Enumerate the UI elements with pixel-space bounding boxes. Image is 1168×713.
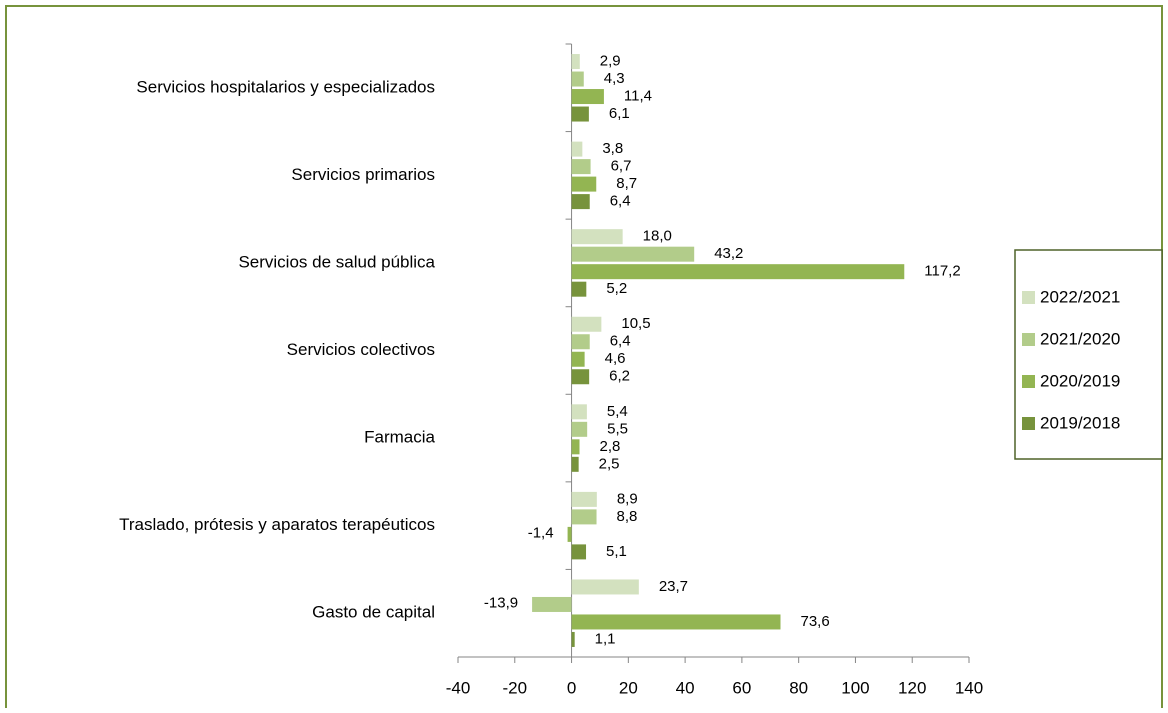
bar	[571, 106, 589, 122]
x-tick-label: -40	[446, 678, 471, 697]
category-label: Servicios colectivos	[287, 340, 435, 359]
x-tick-label: 80	[789, 678, 808, 697]
data-label: 4,6	[605, 350, 626, 367]
bar	[571, 71, 584, 87]
legend-label: 2019/2018	[1040, 413, 1120, 432]
data-label: -13,9	[484, 594, 518, 611]
category-label: Servicios primarios	[291, 165, 435, 184]
bar	[571, 544, 587, 560]
bar	[571, 316, 602, 332]
data-label: 6,4	[610, 193, 631, 210]
data-label: 1,1	[595, 630, 616, 647]
data-label: 5,5	[607, 420, 628, 437]
bar	[567, 526, 572, 542]
bar	[571, 159, 591, 175]
bar	[571, 54, 580, 70]
bar	[571, 281, 587, 297]
data-label: 11,4	[624, 88, 652, 105]
data-label: 2,9	[600, 53, 621, 70]
bar	[571, 579, 639, 595]
data-label: 8,9	[617, 490, 638, 507]
legend-swatch	[1022, 375, 1035, 388]
bar	[571, 194, 590, 210]
data-label: 23,7	[659, 578, 688, 595]
data-label: 2,8	[600, 438, 621, 455]
data-label: 73,6	[800, 613, 829, 630]
data-label: 5,1	[606, 543, 627, 560]
data-label: 5,4	[607, 403, 628, 420]
bar	[571, 439, 580, 455]
bar	[571, 421, 588, 437]
x-tick-label: 60	[732, 678, 751, 697]
legend-box	[1014, 249, 1163, 460]
data-label: 6,2	[609, 368, 630, 385]
x-tick-label: 120	[898, 678, 926, 697]
category-label: Servicios de salud pública	[238, 252, 435, 271]
bar	[532, 596, 572, 612]
legend-swatch	[1022, 333, 1035, 346]
data-label: 10,5	[621, 315, 650, 332]
x-tick-label: 140	[955, 678, 983, 697]
data-label: 18,0	[643, 228, 672, 245]
bar	[571, 491, 597, 507]
category-label: Servicios hospitalarios y especializados	[136, 77, 435, 96]
x-tick-label: 20	[619, 678, 638, 697]
x-tick-label: 100	[841, 678, 869, 697]
data-label: 117,2	[924, 263, 960, 280]
data-label: 6,1	[609, 105, 630, 122]
bar	[571, 246, 695, 262]
bar	[571, 141, 583, 157]
x-tick-label: 40	[676, 678, 695, 697]
category-label: Traslado, prótesis y aparatos terapéutic…	[119, 515, 435, 534]
data-label: -1,4	[528, 524, 554, 541]
bar	[571, 614, 781, 630]
data-label: 6,7	[611, 158, 632, 175]
bar	[571, 264, 905, 280]
data-label: 6,4	[610, 333, 631, 350]
bar	[571, 176, 597, 192]
x-tick-label: -20	[502, 678, 527, 697]
data-label: 43,2	[714, 245, 743, 262]
bar	[571, 404, 587, 420]
data-label: 8,7	[616, 175, 637, 192]
legend-swatch	[1022, 291, 1035, 304]
data-label: 8,8	[617, 508, 638, 525]
bar	[571, 509, 597, 525]
legend-label: 2022/2021	[1040, 287, 1120, 306]
legend-label: 2020/2019	[1040, 371, 1120, 390]
legend-swatch	[1022, 417, 1035, 430]
bar	[571, 229, 623, 245]
bar	[571, 456, 579, 472]
bar	[571, 334, 590, 350]
bar	[571, 351, 585, 367]
data-label: 3,8	[602, 140, 623, 157]
category-label: Farmacia	[364, 428, 435, 447]
x-tick-label: 0	[567, 678, 576, 697]
data-label: 4,3	[604, 70, 625, 87]
legend-label: 2021/2020	[1040, 329, 1120, 348]
data-label: 5,2	[606, 280, 627, 297]
data-label: 2,5	[599, 455, 620, 472]
bar	[571, 631, 575, 647]
category-label: Gasto de capital	[312, 603, 435, 622]
bar	[571, 89, 604, 105]
bar	[571, 369, 590, 385]
